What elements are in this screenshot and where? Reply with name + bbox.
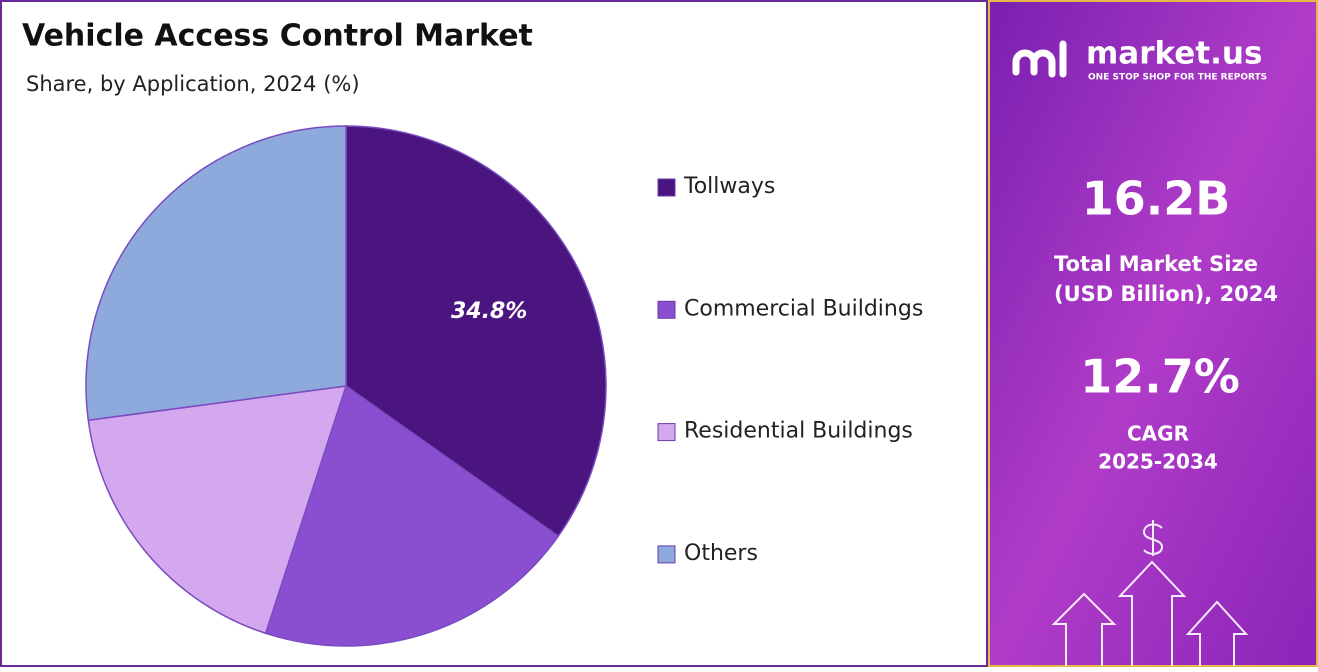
pie-slice — [345, 125, 607, 538]
legend-swatch — [657, 300, 676, 319]
side-panel — [988, 0, 1318, 667]
market-size-label: (USD Billion), 2024 — [1054, 282, 1278, 306]
cagr-value: 12.7% — [1080, 350, 1240, 404]
legend-label: Commercial Buildings — [684, 296, 923, 321]
legend: Tollways Commercial Buildings Residential … — [657, 174, 923, 566]
brand-logo — [1012, 40, 1067, 78]
chart-title: Vehicle Access Control Market — [22, 19, 533, 54]
legend-swatch — [657, 545, 676, 564]
legend-swatch — [657, 423, 676, 442]
brand-tagline: ONE STOP SHOP FOR THE REPORTS — [1088, 73, 1267, 83]
cagr-period: 2025-2034 — [1098, 450, 1218, 474]
legend-label: Tollways — [683, 174, 775, 199]
cagr-label: CAGR — [1127, 422, 1189, 446]
chart-subtitle: Share, by Application, 2024 (%) — [26, 72, 360, 96]
market-size: 16.2B — [1082, 172, 1231, 226]
data-label: 34.8% — [451, 299, 527, 324]
arrows-decoration — [1051, 520, 1249, 666]
legend-label: Others — [684, 541, 758, 566]
pie-slice — [87, 385, 348, 635]
brand-name: market.us — [1086, 36, 1262, 72]
market-size-label: Total Market Size — [1054, 252, 1258, 276]
legend-swatch — [657, 178, 676, 197]
legend-label: Residential Buildings — [684, 419, 913, 444]
pie-slice — [264, 384, 560, 647]
pie-slice — [85, 125, 347, 422]
pie: 34.8% — [85, 125, 607, 647]
